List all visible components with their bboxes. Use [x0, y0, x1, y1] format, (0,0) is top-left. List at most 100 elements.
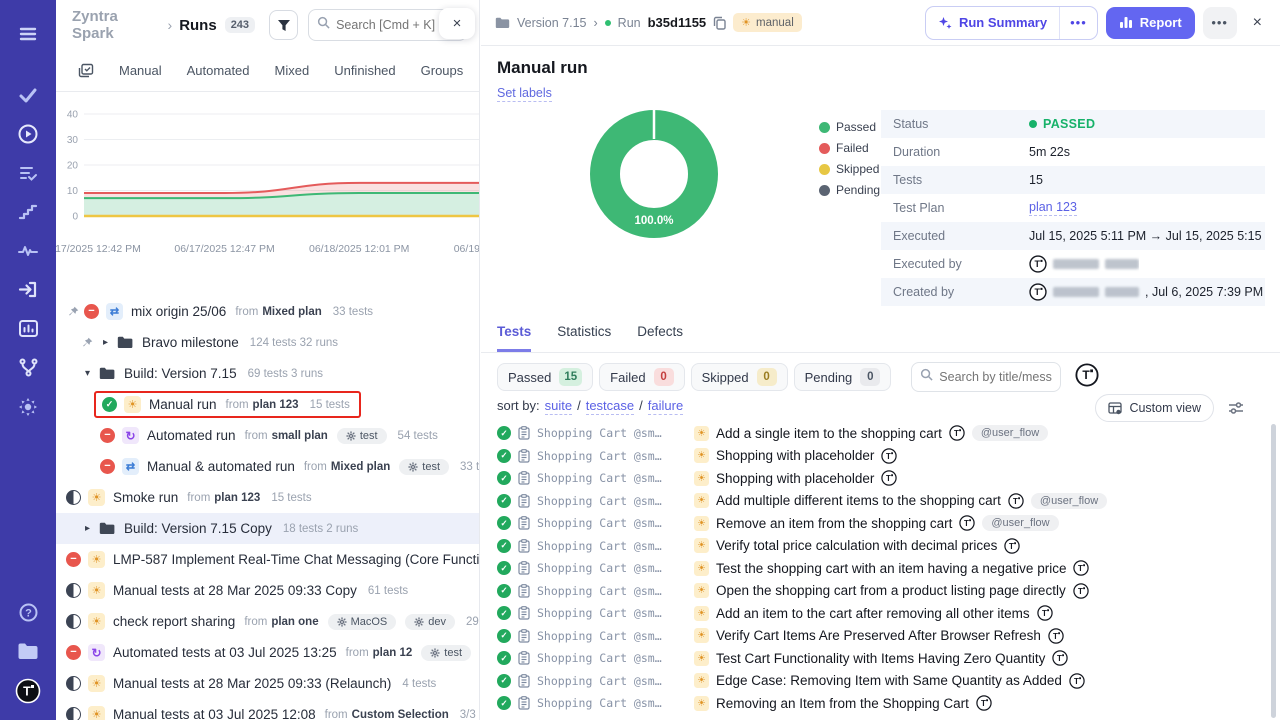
run-summary-more-button[interactable]: ••• — [1059, 6, 1097, 39]
runs-tab-automated[interactable]: Automated — [186, 63, 250, 78]
test-row[interactable]: ✓ Shopping Cart @sm… ☀ Remove an item from … — [497, 512, 1256, 535]
chevron-down-icon[interactable]: ▾ — [84, 368, 91, 379]
test-plans-icon[interactable] — [8, 153, 48, 192]
projects-icon[interactable] — [8, 632, 48, 671]
test-row[interactable]: ✓ Shopping Cart @sm… ☀ Test the shopping ca… — [497, 557, 1256, 580]
passed-icon: ✓ — [497, 538, 511, 553]
run-row[interactable]: ☀ Smoke run from plan 123 15 tests — [56, 482, 479, 513]
test-row[interactable]: ✓ Shopping Cart @sm… ☀ Shopping with placeh… — [497, 467, 1256, 490]
runs-icon[interactable] — [8, 114, 48, 153]
sort-option-suite[interactable]: suite — [544, 398, 573, 415]
plan-name[interactable]: plan one — [271, 615, 319, 628]
close-detail-button[interactable]: × — [1252, 13, 1262, 31]
tasks-icon[interactable] — [8, 75, 48, 114]
run-row[interactable]: − ☀ LMP-587 Implement Real-Time Chat Messa… — [56, 544, 479, 575]
test-title: Verify Cart Items Are Preserved After Br… — [716, 628, 1041, 644]
runs-search-input[interactable] — [336, 18, 458, 32]
runs-tab-manual[interactable]: Manual — [119, 63, 162, 78]
plan-name[interactable]: plan 123 — [252, 398, 299, 411]
profile-avatar[interactable]: T — [8, 671, 48, 710]
tab-statistics[interactable]: Statistics — [557, 324, 612, 339]
tests-search-input[interactable] — [939, 370, 1053, 384]
manual-run-icon: ☀ — [88, 582, 105, 599]
test-title: Test the shopping cart with an item havi… — [716, 560, 1067, 576]
test-row[interactable]: ✓ Shopping Cart @sm… ☀ Add a single item to… — [497, 422, 1256, 445]
help-icon[interactable]: ? — [8, 593, 48, 632]
test-plan-link[interactable]: plan 123 — [1029, 200, 1077, 216]
run-row[interactable]: − ↻ Automated tests at 03 Jul 2025 13:25 fr… — [56, 637, 479, 668]
plan-name[interactable]: small plan — [271, 429, 328, 442]
plan-name[interactable]: Custom Selection — [351, 708, 449, 720]
runs-tab-unfinished[interactable]: Unfinished — [334, 63, 396, 78]
more-actions-button[interactable]: ••• — [1202, 6, 1237, 39]
copy-icon[interactable] — [713, 16, 726, 30]
test-row[interactable]: ✓ Shopping Cart @sm… ☀ Test Cart Functional… — [497, 647, 1256, 670]
chevron-right-icon[interactable]: ▸ — [84, 523, 91, 534]
custom-view-button[interactable]: Custom view — [1095, 394, 1214, 422]
test-row[interactable]: ✓ Shopping Cart @sm… ☀ Open the shopping ca… — [497, 580, 1256, 603]
search-icon — [317, 16, 330, 34]
assignee-avatar[interactable]: T — [1075, 362, 1099, 392]
breadcrumb-project[interactable]: Zyntra Spark — [72, 8, 118, 42]
test-row[interactable]: ✓ Shopping Cart @sm… ☀ Add an item to the c… — [497, 602, 1256, 625]
pulse-icon[interactable] — [8, 231, 48, 270]
tab-tests[interactable]: Tests — [497, 324, 532, 352]
run-row[interactable]: ☀ Manual tests at 28 Mar 2025 09:33 Copy 6… — [56, 575, 479, 606]
manual-run-icon: ☀ — [124, 396, 141, 413]
run-row[interactable]: ✓ ☀ Manual run from plan 123 15 tests — [56, 389, 479, 420]
plan-name[interactable]: plan 123 — [214, 491, 261, 504]
report-button[interactable]: Report — [1105, 6, 1195, 39]
runs-tab-mixed[interactable]: Mixed — [274, 63, 310, 78]
run-summary-button[interactable]: Run Summary — [926, 7, 1059, 39]
panel-close-button[interactable]: × — [439, 8, 475, 39]
select-all-icon[interactable] — [78, 63, 94, 78]
runs-tab-groups[interactable]: Groups — [420, 63, 464, 78]
sort-option-failure[interactable]: failure — [647, 398, 684, 415]
sort-option-testcase[interactable]: testcase — [585, 398, 635, 415]
filter-button[interactable] — [269, 10, 299, 40]
settings-icon[interactable] — [8, 387, 48, 426]
run-row[interactable]: − ⇄ Manual & automated run from Mixed plan te… — [56, 451, 479, 482]
legend-item-failed: Failed — [819, 141, 880, 155]
filter-pending[interactable]: Pending 0 — [793, 363, 892, 391]
branches-icon[interactable] — [8, 348, 48, 387]
test-row[interactable]: ✓ Shopping Cart @sm… ☀ Removing an Item fro… — [497, 692, 1256, 715]
view-settings-icon[interactable] — [1228, 401, 1244, 415]
test-row[interactable]: ✓ Shopping Cart @sm… ☀ Verify Cart Items Ar… — [497, 625, 1256, 648]
plan-name[interactable]: plan 12 — [372, 646, 413, 659]
test-row[interactable]: ✓ Shopping Cart @sm… ☀ Edge Case: Removing … — [497, 670, 1256, 693]
run-row[interactable]: ▸ Bravo milestone 124 tests 32 runs — [56, 327, 479, 358]
folder-icon — [99, 367, 115, 380]
test-list-scrollbar[interactable] — [1271, 424, 1276, 718]
run-row[interactable]: − ↻ Automated run from small plan test 54 test… — [56, 420, 479, 451]
passed-icon: ✓ — [497, 673, 511, 688]
run-id[interactable]: b35d1155 — [647, 15, 707, 30]
filter-skipped[interactable]: Skipped 0 — [690, 363, 788, 391]
run-row[interactable]: ☀ Manual tests at 03 Jul 2025 12:08 from Cu… — [56, 699, 479, 720]
import-icon[interactable] — [8, 270, 48, 309]
run-row[interactable]: ☀ check report sharing from plan one MacOS de… — [56, 606, 479, 637]
chevron-right-icon[interactable]: ▸ — [102, 337, 109, 348]
run-row[interactable]: − ⇄ mix origin 25/06 from Mixed plan 33 tests — [56, 296, 479, 327]
svg-text:T: T — [1009, 542, 1014, 551]
filter-failed[interactable]: Failed 0 — [599, 363, 685, 391]
svg-text:T: T — [964, 519, 969, 528]
breadcrumb-section[interactable]: Runs — [179, 16, 217, 34]
tests-search[interactable] — [911, 362, 1062, 392]
menu-icon[interactable] — [8, 14, 48, 53]
tab-defects[interactable]: Defects — [637, 324, 684, 339]
breadcrumb-folder[interactable]: Version 7.15 — [517, 15, 587, 30]
plan-name[interactable]: Mixed plan — [330, 460, 391, 473]
steps-icon[interactable] — [8, 192, 48, 231]
run-row[interactable]: ▸ Build: Version 7.15 Copy 18 tests 2 runs — [56, 513, 479, 544]
plan-name[interactable]: Mixed plan — [262, 305, 322, 318]
test-row[interactable]: ✓ Shopping Cart @sm… ☀ Add multiple differe… — [497, 490, 1256, 513]
test-row[interactable]: ✓ Shopping Cart @sm… ☀ Verify total price c… — [497, 535, 1256, 558]
filter-passed[interactable]: Passed 15 — [497, 363, 594, 391]
assignee-avatar: T — [959, 515, 976, 531]
analytics-icon[interactable] — [8, 309, 48, 348]
run-row[interactable]: ▾ Build: Version 7.15 69 tests 3 runs — [56, 358, 479, 389]
run-row[interactable]: ☀ Manual tests at 28 Mar 2025 09:33 (Rela… — [56, 668, 479, 699]
set-labels-link[interactable]: Set labels — [497, 86, 552, 102]
test-row[interactable]: ✓ Shopping Cart @sm… ☀ Shopping with placeh… — [497, 445, 1256, 468]
